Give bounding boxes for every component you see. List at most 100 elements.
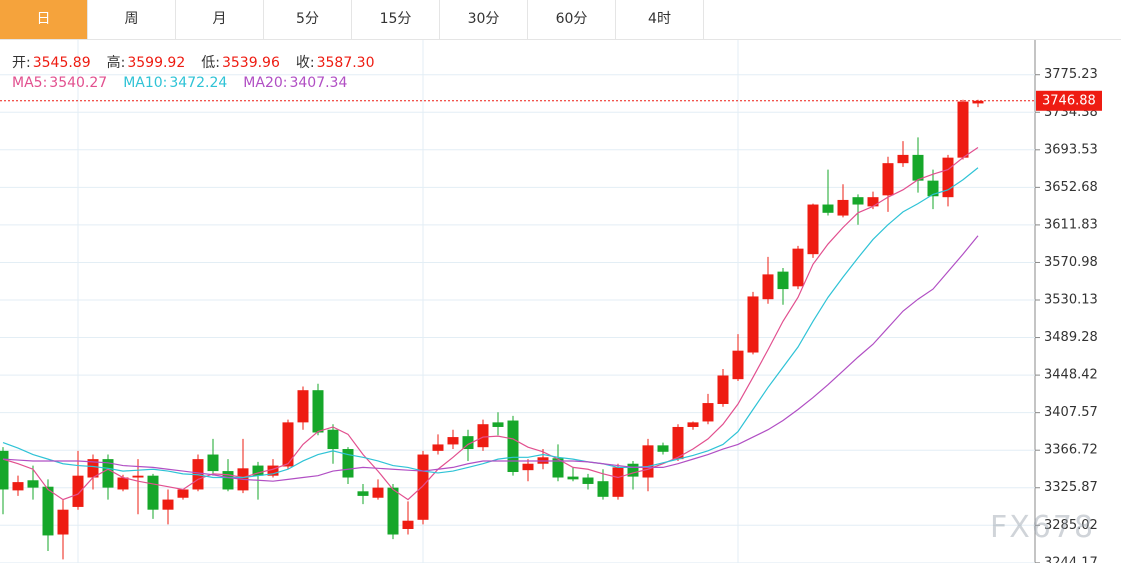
candle-body bbox=[957, 101, 969, 158]
period-tab[interactable]: 4时 bbox=[616, 0, 704, 39]
candle-body bbox=[912, 154, 924, 181]
candle-body bbox=[102, 459, 114, 488]
candle-body bbox=[282, 422, 294, 467]
candle-body bbox=[87, 459, 99, 478]
info-value: 3545.89 bbox=[32, 55, 91, 71]
candle-body bbox=[837, 199, 849, 216]
candle-body bbox=[222, 471, 234, 490]
y-tick-label: 3693.53 bbox=[1044, 142, 1098, 157]
candle-body bbox=[147, 475, 159, 510]
info-value: 3587.30 bbox=[316, 55, 375, 71]
candle-body bbox=[702, 403, 714, 422]
info-label: 低: bbox=[201, 55, 220, 71]
legend-label: MA20: bbox=[243, 75, 288, 91]
legend-value: 3407.34 bbox=[289, 75, 348, 91]
legend-value: 3540.27 bbox=[49, 75, 108, 91]
ma-legend: MA5: 3540.27 MA10: 3472.24 MA20: 3407.34 bbox=[12, 75, 363, 91]
candle-body bbox=[972, 100, 984, 104]
watermark: FX678 bbox=[990, 510, 1096, 545]
candle-body bbox=[687, 422, 699, 427]
period-tab[interactable]: 15分 bbox=[352, 0, 440, 39]
candle-body bbox=[627, 463, 639, 477]
candle-body bbox=[552, 458, 564, 478]
info-label: 开: bbox=[12, 55, 31, 71]
period-tab[interactable]: 周 bbox=[88, 0, 176, 39]
legend-label: MA5: bbox=[12, 75, 48, 91]
period-tab[interactable]: 月 bbox=[176, 0, 264, 39]
candle-body bbox=[897, 154, 909, 164]
period-tab[interactable]: 60分 bbox=[528, 0, 616, 39]
candle-body bbox=[522, 463, 534, 471]
y-tick-label: 3611.83 bbox=[1044, 217, 1098, 232]
candle-body bbox=[372, 487, 384, 498]
candle-body bbox=[657, 445, 669, 452]
candle-body bbox=[12, 482, 24, 491]
y-tick-label: 3530.13 bbox=[1044, 293, 1098, 308]
candle-body bbox=[342, 449, 354, 478]
candle-body bbox=[777, 271, 789, 290]
ohlc-info: 开: 3545.89 高: 3599.92 低: 3539.96 收: 3587.30 bbox=[12, 52, 391, 72]
candle-body bbox=[492, 422, 504, 427]
candle-body bbox=[807, 204, 819, 255]
candle-body bbox=[27, 480, 39, 488]
period-tab[interactable]: 30分 bbox=[440, 0, 528, 39]
info-value: 3599.92 bbox=[127, 55, 186, 71]
candle-body bbox=[732, 350, 744, 380]
candle-body bbox=[867, 197, 879, 207]
info-label: 收: bbox=[295, 55, 315, 71]
candle-body bbox=[672, 426, 684, 460]
candle-body bbox=[447, 437, 459, 445]
candle-body bbox=[567, 476, 579, 480]
candle-body bbox=[312, 390, 324, 433]
candle-body bbox=[327, 429, 339, 450]
candle-body bbox=[927, 180, 939, 197]
candle-body bbox=[597, 481, 609, 497]
candle-body bbox=[117, 477, 129, 490]
period-tab[interactable]: 5分 bbox=[264, 0, 352, 39]
y-tick-label: 3448.42 bbox=[1044, 368, 1098, 383]
candle-body bbox=[822, 204, 834, 213]
candle-body bbox=[402, 520, 414, 529]
y-tick-label: 3366.72 bbox=[1044, 443, 1098, 458]
candle-body bbox=[582, 477, 594, 484]
candle-body bbox=[747, 296, 759, 353]
y-tick-label: 3489.28 bbox=[1044, 330, 1098, 345]
last-price-box bbox=[1036, 90, 1102, 111]
candle-body bbox=[0, 450, 9, 490]
candle-body bbox=[207, 454, 219, 472]
candle-body bbox=[852, 197, 864, 205]
candle-body bbox=[357, 491, 369, 496]
candle-body bbox=[72, 475, 84, 507]
candle-body bbox=[792, 248, 804, 287]
period-tab[interactable]: 日 bbox=[0, 0, 88, 39]
candle-body bbox=[162, 499, 174, 510]
info-label: 高: bbox=[106, 55, 126, 71]
candle-body bbox=[417, 454, 429, 520]
y-tick-label: 3325.87 bbox=[1044, 480, 1098, 495]
candle-body bbox=[762, 274, 774, 300]
candle-body bbox=[252, 465, 264, 476]
period-tabs: 日周月 5分 15分 30分 60分 4时 bbox=[0, 0, 1121, 40]
y-tick-label: 3407.57 bbox=[1044, 405, 1098, 420]
candle-body bbox=[642, 445, 654, 478]
y-tick-label: 3285.02 bbox=[1044, 518, 1098, 533]
candle-body bbox=[177, 489, 189, 498]
candle-body bbox=[717, 375, 729, 404]
ma-line bbox=[2, 167, 979, 479]
ma-line bbox=[2, 147, 979, 501]
last-price-label: 3746.88 bbox=[1042, 93, 1096, 108]
info-value: 3539.96 bbox=[221, 55, 280, 71]
candle-body bbox=[297, 390, 309, 423]
candle-body bbox=[507, 420, 519, 473]
ma-line bbox=[2, 235, 979, 482]
candle-body bbox=[132, 475, 144, 478]
candle-body bbox=[432, 444, 444, 451]
y-tick-label: 3570.98 bbox=[1044, 255, 1098, 270]
candle-body bbox=[612, 467, 624, 497]
legend-label: MA10: bbox=[123, 75, 168, 91]
candle-body bbox=[387, 487, 399, 535]
candle-body bbox=[57, 509, 69, 535]
y-tick-label: 3244.17 bbox=[1044, 555, 1098, 563]
